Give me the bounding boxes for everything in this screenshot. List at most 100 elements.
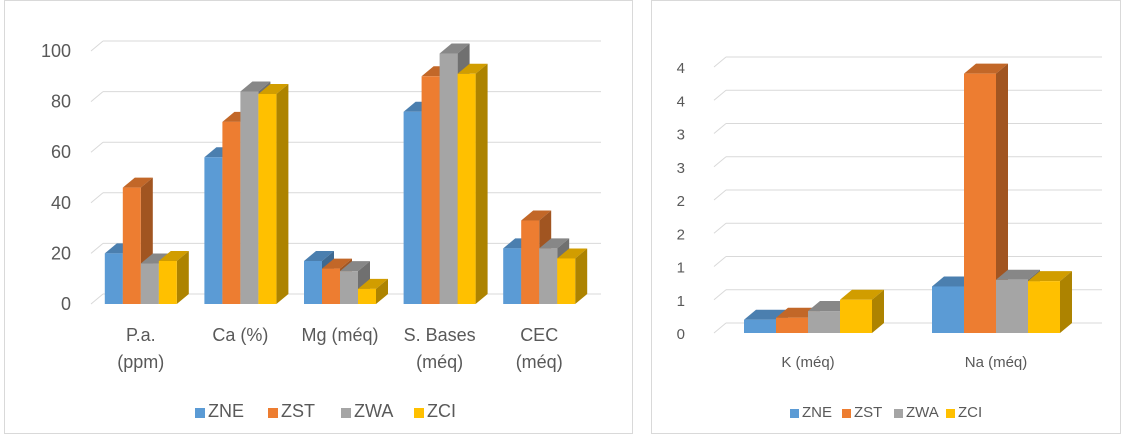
right-legend-swatch-zne	[790, 409, 799, 418]
bar-front-face	[539, 248, 558, 304]
left-y-tick-label: 40	[51, 193, 71, 213]
bar-top-face	[521, 210, 552, 221]
bar-top-face	[1028, 271, 1072, 282]
left-category-label: (ppm)	[117, 352, 164, 372]
left-legend-label-zst: ZST	[281, 401, 315, 421]
bar-front-face	[222, 121, 241, 304]
bar-top-face	[457, 63, 488, 74]
right-category-label: Na (méq)	[965, 354, 1028, 371]
left-gridline-side	[90, 141, 104, 153]
bar-front-face	[340, 271, 358, 304]
right-bar-zci-1	[1028, 271, 1072, 333]
right-legend-label-zne: ZNE	[802, 404, 832, 421]
bar-top-face	[240, 81, 271, 92]
left-category-label: S. Bases	[404, 325, 476, 345]
left-gridline-side	[90, 243, 104, 254]
bar-front-face	[776, 317, 808, 333]
right-y-tick-label: 4	[677, 60, 685, 77]
left-y-tick-label: 0	[61, 294, 71, 314]
left-category-label: CEC	[520, 325, 558, 345]
left-bars	[104, 43, 588, 305]
bar-front-face	[322, 268, 340, 304]
bar-side-face	[575, 248, 588, 304]
bar-front-face	[204, 157, 223, 304]
bar-front-face	[808, 311, 840, 333]
right-bar-zci-0	[840, 289, 884, 333]
bar-top-face	[340, 261, 370, 272]
bar-top-face	[539, 238, 570, 249]
right-legend-swatch-zci	[946, 409, 955, 418]
right-y-tick-label: 1	[677, 293, 685, 310]
bar-top-face	[439, 43, 470, 54]
bar-front-face	[503, 248, 522, 304]
right-bars	[744, 63, 1072, 334]
bar-side-face	[996, 63, 1008, 334]
right-gridline-side	[713, 189, 727, 201]
bar-front-face	[457, 73, 476, 305]
right-y-tick-label: 1	[677, 260, 685, 277]
right-legend-swatch-zst	[842, 409, 851, 418]
bar-front-face	[258, 94, 277, 304]
right-legend-swatch-zwa	[894, 409, 903, 418]
right-legend-label-zci: ZCI	[958, 404, 982, 421]
right-y-tick-label: 0	[677, 326, 685, 343]
bar-front-face	[122, 187, 141, 304]
bar-front-face	[557, 258, 576, 304]
right-gridline-side	[713, 256, 727, 267]
bar-front-face	[158, 260, 177, 304]
right-gridline-side	[713, 322, 727, 334]
bar-side-face	[475, 63, 488, 304]
bar-top-face	[122, 177, 153, 188]
left-y-tick-label: 100	[41, 41, 71, 61]
left-bar-zci-3	[457, 63, 488, 305]
bar-top-face	[322, 258, 352, 269]
left-category-label: (méq)	[416, 352, 463, 372]
left-legend-swatch-zst	[268, 408, 278, 418]
bar-top-face	[158, 250, 189, 261]
bar-side-face	[1060, 271, 1072, 333]
bar-front-face	[521, 220, 540, 304]
left-legend-swatch-zci	[414, 408, 424, 418]
chart-right: 0 1 1 2 2 3 3 4 4 K (méq) Na (méq) ZNE ZST ZWA ZCI	[677, 56, 1102, 421]
bar-top-face	[140, 253, 171, 264]
left-bar-zci-1	[258, 84, 289, 304]
bar-top-face	[996, 269, 1040, 280]
right-bar-zst-1	[964, 63, 1008, 334]
right-legend-label-zst: ZST	[854, 404, 882, 421]
left-gridline-side	[90, 91, 104, 102]
left-legend-swatch-zwa	[341, 408, 351, 418]
right-gridline-side	[713, 56, 727, 68]
right-legend: ZNE ZST ZWA ZCI	[790, 404, 982, 421]
left-legend-label-zci: ZCI	[427, 401, 456, 421]
bar-side-face	[276, 84, 289, 304]
chart-panel-right: 0 1 1 2 2 3 3 4 4 K (méq) Na (méq) ZNE ZST ZWA ZCI	[651, 0, 1121, 434]
right-category-label: K (méq)	[781, 354, 834, 371]
left-y-tick-label: 20	[51, 243, 71, 263]
bar-top-face	[304, 250, 334, 261]
bar-top-face	[258, 84, 289, 95]
right-gridline-side	[713, 222, 727, 234]
right-gridline-side	[713, 156, 727, 168]
left-bar-zci-4	[557, 248, 588, 304]
left-y-tick-label: 60	[51, 142, 71, 162]
bar-top-face	[557, 248, 588, 259]
left-gridline-side	[90, 192, 104, 204]
right-gridline-side	[713, 89, 727, 101]
bar-front-face	[358, 288, 376, 304]
bar-front-face	[932, 286, 964, 333]
left-bar-zci-2	[358, 278, 388, 304]
right-legend-label-zwa: ZWA	[906, 404, 939, 421]
left-gridline-side	[90, 40, 104, 52]
bar-front-face	[744, 319, 776, 333]
bar-top-face	[840, 289, 884, 300]
left-legend-label-zwa: ZWA	[354, 401, 393, 421]
chart-left: 0 20 40 60 80 100 P.a. (ppm) Ca (%) Mg (méq) S. Ba…	[41, 40, 601, 421]
right-y-tick-label: 3	[677, 160, 685, 177]
bar-side-face	[176, 250, 189, 304]
left-bar-zci-0	[158, 250, 189, 304]
bar-side-face	[872, 289, 884, 333]
bar-front-face	[304, 260, 322, 304]
bar-front-face	[403, 111, 422, 304]
left-category-label: (méq)	[516, 352, 563, 372]
left-y-tick-label: 80	[51, 92, 71, 112]
